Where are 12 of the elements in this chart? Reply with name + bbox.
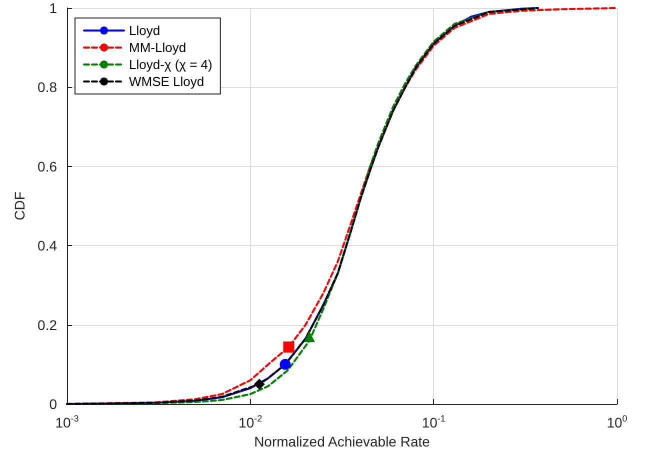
x-axis-title: Normalized Achievable Rate bbox=[254, 433, 430, 450]
y-tick-label: 0.6 bbox=[38, 158, 58, 174]
legend-label: Lloyd bbox=[129, 23, 160, 38]
y-axis-title: CDF bbox=[12, 192, 28, 220]
y-tick-label: 0.8 bbox=[38, 79, 58, 96]
y-tick-label: 0 bbox=[49, 396, 58, 412]
legend-label: MM-Lloyd bbox=[129, 40, 186, 55]
y-tick-label: 0.2 bbox=[38, 316, 58, 333]
y-tick-label: 0.4 bbox=[38, 238, 58, 254]
y-tick-label: 1 bbox=[49, 0, 58, 16]
legend-label: WMSE Lloyd bbox=[129, 74, 204, 89]
legend-label: Lloyd-χ (χ = 4) bbox=[129, 57, 212, 72]
